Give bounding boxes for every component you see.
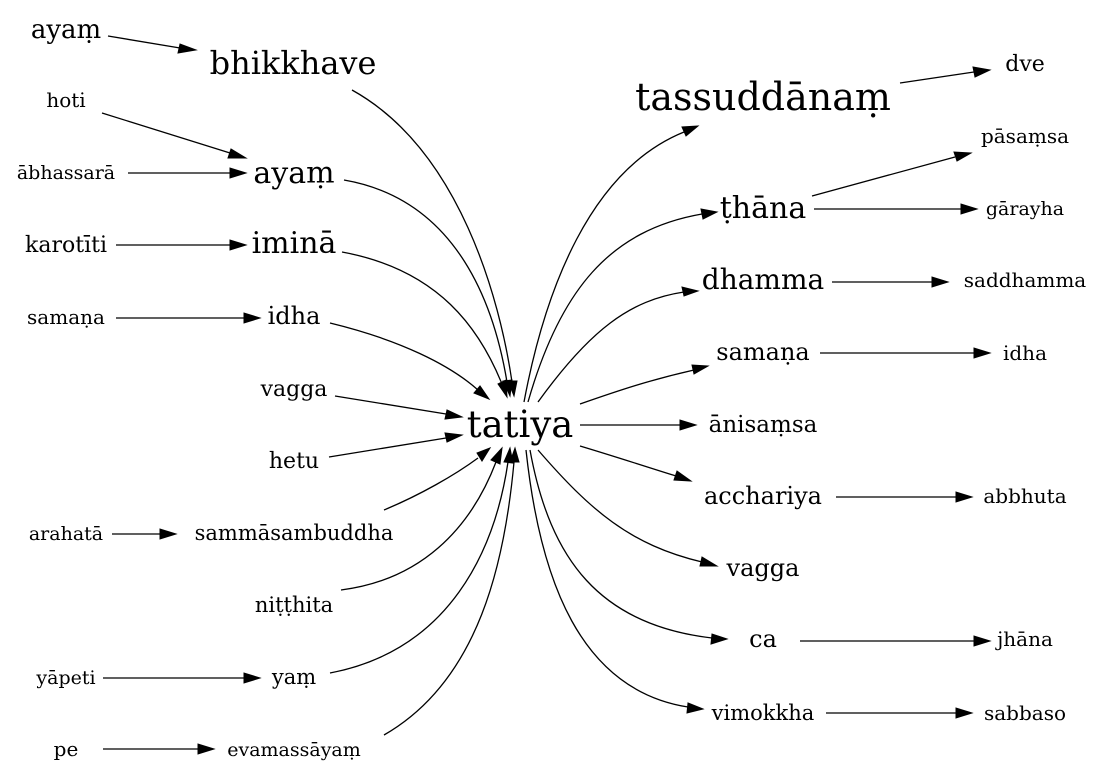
node-acchariya: acchariya (704, 482, 822, 510)
edge-evamassayam-to-tatiya (383, 446, 520, 736)
edge-tatiya-to-tassuddanam (523, 125, 700, 403)
edge-arahata-to-sammasambuddha (112, 528, 178, 540)
edge-tatiya-to-dhamma (537, 286, 700, 403)
edge-samana-right-to-idha (820, 347, 992, 359)
node-dve: dve (1005, 52, 1045, 77)
edge-sammasambuddha-to-tatiya (383, 447, 492, 511)
node-vagga-left: vagga (260, 377, 328, 402)
edge-tatiya-to-anisamsa (580, 419, 698, 431)
node-nitthita: niṭṭhita (255, 593, 333, 617)
node-group-right: tassuddānaṃ dve ṭhāna pāsaṃsa gārayha dh… (635, 52, 1086, 725)
node-idha-left: idha (268, 302, 321, 330)
edge-imina-to-tatiya (341, 251, 508, 399)
edges (101, 35, 992, 755)
node-karotiti: karotīti (25, 233, 107, 258)
edge-karotiti-to-imina (116, 239, 248, 251)
node-bhikkhave: bhikkhave (210, 44, 377, 82)
node-arahata: arahatā (29, 523, 103, 545)
nodes: tatiya ayaṃ bhikkhave hoti ābhassarā aya… (17, 15, 1086, 761)
edge-idha-left-to-tatiya (329, 322, 491, 401)
node-hoti: hoti (46, 88, 85, 112)
node-ca: ca (749, 625, 777, 653)
node-imina: iminā (252, 226, 337, 261)
edge-bhikkhave-to-tatiya (351, 89, 518, 398)
node-yapeti: yāpeti (35, 667, 95, 689)
node-ayam: ayaṃ (253, 156, 334, 191)
edge-tatiya-to-thana (527, 208, 719, 403)
node-idha-right: idha (1003, 341, 1047, 365)
edge-ayam-top-to-bhikkhave (107, 35, 198, 54)
edge-dhamma-to-saddhamma (832, 276, 950, 288)
edge-tatiya-to-vagga-right (537, 449, 719, 567)
edge-hoti-to-ayam (101, 112, 248, 159)
node-sammasambuddha: sammāsambuddha (195, 521, 394, 545)
edge-tatiya-to-ca (529, 449, 729, 645)
node-vagga-right: vagga (726, 554, 800, 582)
edge-tatiya-to-vimokkha (525, 449, 705, 714)
node-hetu: hetu (269, 449, 319, 474)
node-center: tatiya (467, 403, 574, 446)
edge-yapeti-to-yam (103, 672, 262, 684)
node-pe: pe (54, 737, 79, 761)
node-thana: ṭhāna (720, 191, 807, 226)
edge-nitthita-to-tatiya (340, 446, 503, 591)
edge-abhassara-to-ayam (128, 167, 248, 179)
node-tatiya: tatiya (467, 403, 574, 446)
node-saddhamma: saddhamma (964, 268, 1087, 292)
node-group-left: ayaṃ bhikkhave hoti ābhassarā ayaṃ karot… (17, 15, 394, 761)
edge-tassuddanam-to-dve (899, 66, 992, 84)
edge-hetu-to-tatiya (328, 432, 464, 458)
node-anisamsa: ānisaṃsa (709, 412, 818, 438)
edge-tatiya-to-samana-right (579, 364, 710, 405)
node-garayha: gārayha (986, 198, 1064, 220)
node-jhana: jhāna (995, 627, 1053, 651)
node-samana-right: samaṇa (716, 338, 809, 366)
edge-thana-to-garayha (814, 203, 979, 215)
node-sabbaso: sabbaso (984, 701, 1066, 725)
node-yam: yaṃ (271, 665, 316, 689)
node-pasamsa: pāsaṃsa (981, 124, 1069, 148)
node-samana-left: samaṇa (27, 305, 105, 329)
edge-tatiya-to-acchariya (579, 445, 693, 482)
edge-acchariya-to-abbhuta (836, 491, 974, 503)
node-tassuddanam: tassuddānaṃ (635, 75, 891, 119)
node-abbhuta: abbhuta (983, 484, 1066, 508)
node-dhamma: dhamma (702, 263, 824, 296)
edge-samana-left-to-idha (116, 312, 262, 324)
edge-vagga-left-to-tatiya (334, 395, 464, 420)
edge-thana-to-pasamsa (811, 151, 973, 197)
edge-vimokkha-to-sabbaso (826, 707, 974, 719)
node-evamassayam: evamassāyaṃ (227, 739, 361, 761)
node-abhassara: ābhassarā (17, 162, 115, 184)
edge-pe-to-evamassayam (103, 743, 216, 755)
node-vimokkha: vimokkha (711, 701, 815, 725)
edge-ca-to-jhana (800, 635, 992, 647)
node-ayam-top: ayaṃ (31, 15, 101, 45)
edge-ayam-to-tatiya (343, 179, 513, 398)
